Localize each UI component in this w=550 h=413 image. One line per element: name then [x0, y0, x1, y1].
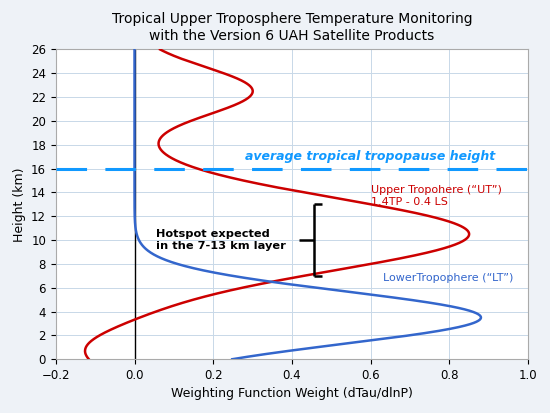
Title: Tropical Upper Troposphere Temperature Monitoring
with the Version 6 UAH Satelli: Tropical Upper Troposphere Temperature M… [112, 12, 472, 43]
Text: Upper Tropohere (“UT”)
1.4TP - 0.4 LS: Upper Tropohere (“UT”) 1.4TP - 0.4 LS [371, 185, 502, 207]
Text: Hotspot expected
in the 7-13 km layer: Hotspot expected in the 7-13 km layer [156, 229, 286, 251]
X-axis label: Weighting Function Weight (dTau/dlnP): Weighting Function Weight (dTau/dlnP) [171, 387, 413, 401]
Text: LowerTropophere (“LT”): LowerTropophere (“LT”) [383, 273, 513, 283]
Text: average tropical tropopause height: average tropical tropopause height [245, 150, 495, 163]
Y-axis label: Height (km): Height (km) [13, 167, 25, 242]
